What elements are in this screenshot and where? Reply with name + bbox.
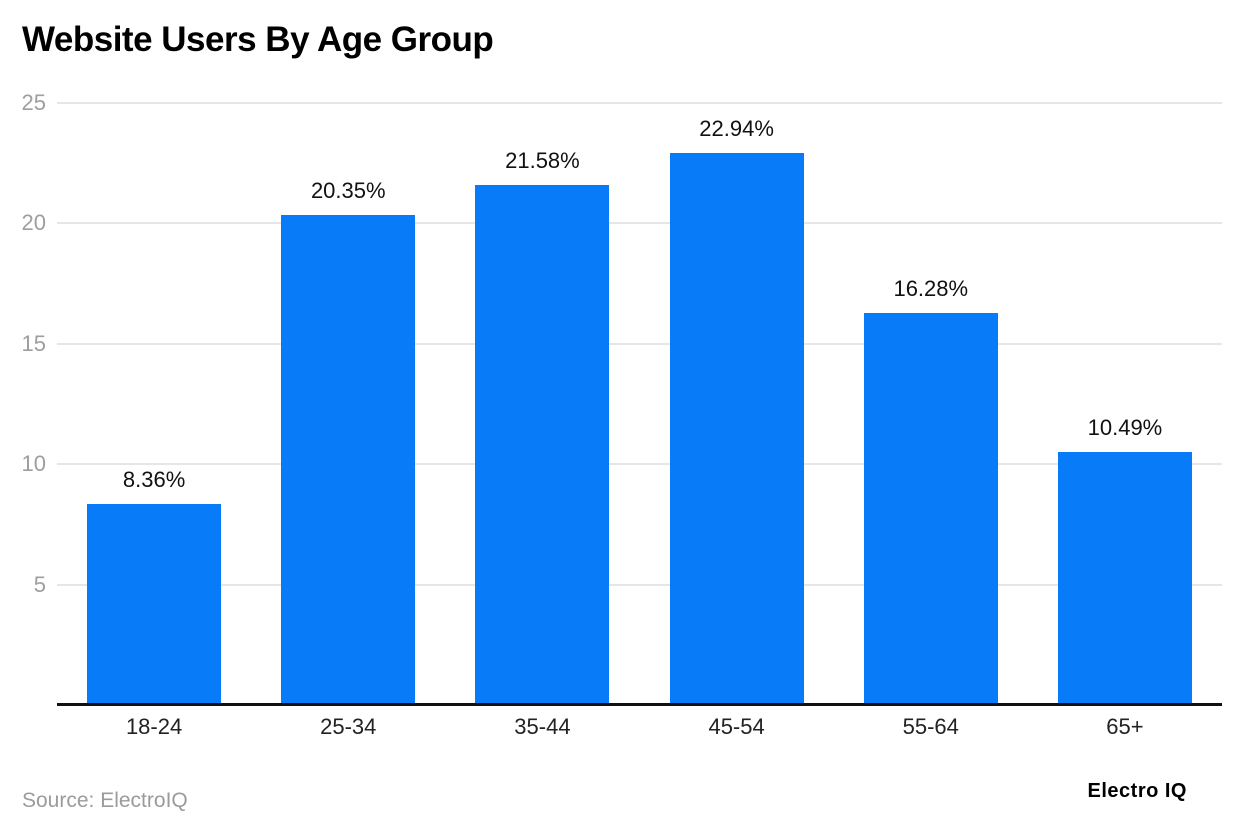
bar-slot-35-44: 21.58% — [445, 103, 639, 705]
y-tick-label-20: 20 — [21, 210, 46, 236]
x-tick-label-35-44: 35-44 — [514, 714, 571, 739]
chart-title: Website Users By Age Group — [22, 20, 494, 59]
x-tick-label-45-54: 45-54 — [708, 714, 765, 739]
bar-25-34 — [281, 214, 416, 705]
x-tick-label-25-34: 25-34 — [320, 714, 377, 739]
bar-slot-65+: 10.49% — [1028, 103, 1222, 705]
bar-value-label: 16.28% — [893, 275, 969, 301]
brand-logo: Electro IQ — [1087, 780, 1187, 802]
bar-value-label: 8.36% — [122, 466, 186, 492]
bar-slot-55-64: 16.28% — [834, 103, 1028, 705]
x-tick-label-18-24: 18-24 — [125, 714, 183, 739]
gridline-20 — [57, 222, 1222, 225]
x-tick-label-65+: 65+ — [1106, 714, 1144, 739]
gridline-10 — [57, 463, 1222, 466]
bar-value-label: 20.35% — [310, 177, 386, 203]
bar-slot-45-54: 22.94% — [640, 103, 834, 705]
gridline-25 — [57, 102, 1222, 104]
bar-65+ — [1057, 452, 1192, 705]
bar-slot-25-34: 20.35% — [251, 103, 445, 705]
y-tick-label-15: 15 — [21, 330, 46, 356]
y-tick-label-10: 10 — [21, 451, 46, 477]
source-note: Source: ElectroIQ — [22, 789, 188, 812]
y-tick-label-25: 25 — [21, 90, 46, 115]
bar-55-64 — [863, 312, 998, 705]
x-axis-labels: 18-24 25-34 35-44 45-54 55-64 65+ — [57, 714, 1222, 740]
bar-value-label: 22.94% — [699, 115, 774, 141]
bar-45-54 — [669, 152, 804, 705]
plot-area: 8.36% 20.35% 21.58% 22.94% 16.28% 10.49% — [57, 102, 1222, 705]
x-tick-label-55-64: 55-64 — [902, 714, 959, 739]
bar-value-label: 21.58% — [505, 148, 580, 174]
y-tick-label-5: 5 — [33, 571, 46, 597]
bar-35-44 — [475, 185, 610, 705]
x-axis-line — [57, 703, 1222, 706]
bar-18-24 — [87, 503, 222, 705]
bar-slot-18-24: 8.36% — [57, 103, 251, 705]
gridline-5 — [57, 583, 1222, 586]
gridline-15 — [57, 342, 1222, 345]
bars-row: 8.36% 20.35% 21.58% 22.94% 16.28% 10.49% — [57, 103, 1222, 705]
bar-value-label: 10.49% — [1087, 415, 1163, 441]
